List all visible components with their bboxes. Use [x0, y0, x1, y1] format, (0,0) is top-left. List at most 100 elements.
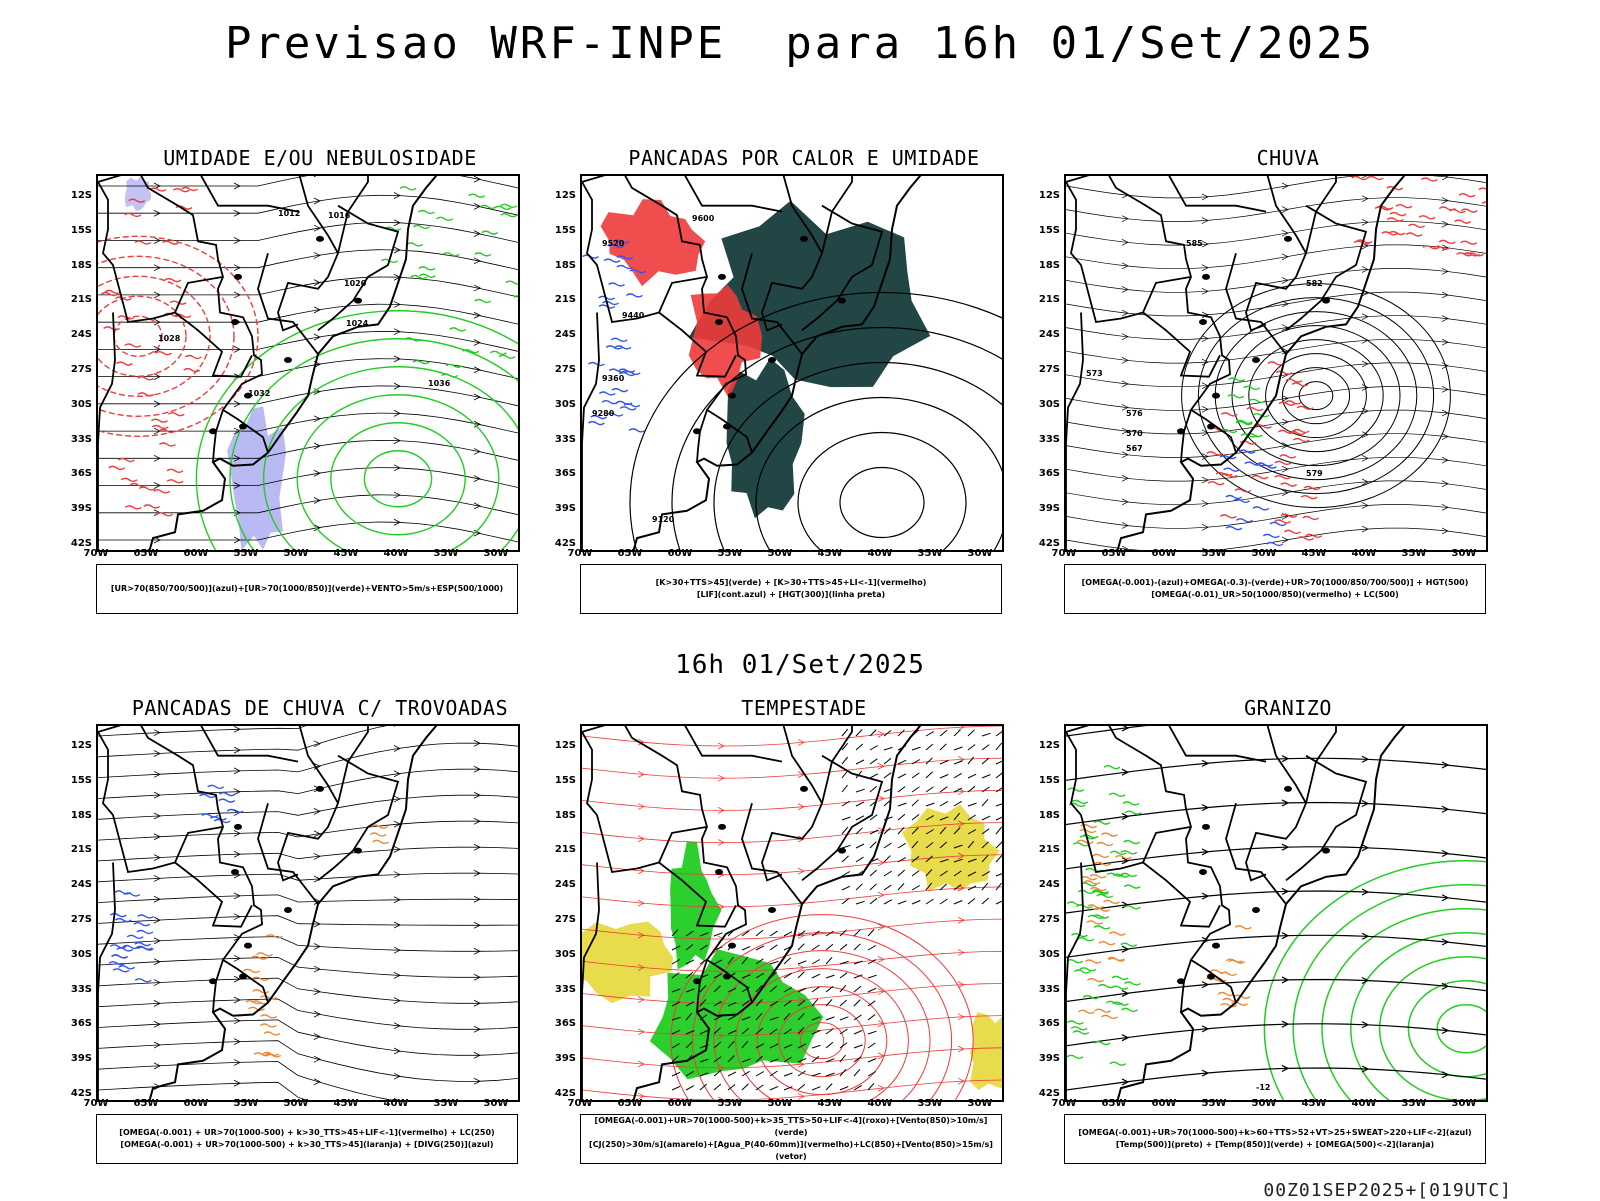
- omega-fill: [1267, 543, 1283, 546]
- wind-vector: [996, 900, 1002, 904]
- wind-vector: [898, 901, 906, 904]
- lon-tick-label: 60W: [176, 1098, 216, 1109]
- border-line: [1246, 176, 1306, 330]
- divergence-fill: [137, 931, 153, 934]
- lake-shape: [693, 428, 701, 434]
- lon-tick-label: 35W: [1394, 548, 1434, 559]
- temp850-squiggle: [1110, 851, 1126, 854]
- wind-vector: [840, 930, 847, 936]
- lat-tick-label: 24S: [60, 879, 92, 890]
- border-line: [98, 176, 268, 453]
- contour-label: -12: [1256, 1083, 1270, 1092]
- temp500-contour: [1066, 726, 1486, 736]
- wind-vector: [714, 933, 722, 936]
- wind-vector: [884, 758, 891, 764]
- humidity-squiggle: [475, 253, 491, 256]
- wind-vector: [996, 772, 1002, 778]
- thickness-squiggle: [144, 505, 160, 508]
- thickness-squiggle: [168, 413, 184, 416]
- border-line: [98, 726, 268, 1003]
- lat-tick-label: 15S: [1028, 775, 1060, 786]
- panel-legend: [OMEGA(-0.001)+UR>70(1000-500)+k>35_TTS>…: [580, 1114, 1002, 1164]
- lif-contour: [599, 392, 615, 395]
- thickness-squiggle: [157, 513, 173, 516]
- rain-fill: [1301, 496, 1317, 499]
- wind-vector: [868, 1043, 875, 1048]
- coastline: [148, 726, 448, 1100]
- divergence-fill: [208, 785, 224, 788]
- lon-tick-label: 50W: [760, 548, 800, 559]
- temp850-contour: [1351, 933, 1486, 1100]
- wind-vector: [996, 883, 1002, 890]
- storm-fill: [266, 935, 282, 938]
- lat-tick-label: 30S: [544, 949, 576, 960]
- wind-vector: [884, 871, 892, 876]
- panel-title: GRANIZO: [1028, 696, 1548, 720]
- lat-tick-label: 36S: [60, 468, 92, 479]
- lc250-streamline: [98, 726, 518, 736]
- omega500-fill: [1109, 932, 1125, 935]
- contour-label: 579: [1306, 469, 1323, 478]
- lon-tick-label: 70W: [1044, 548, 1084, 559]
- contour-label: 585: [1186, 239, 1203, 248]
- wind-streamline: [98, 250, 518, 270]
- lake-shape: [1177, 428, 1185, 434]
- omega-fill: [1226, 496, 1242, 499]
- wind-vector: [884, 900, 892, 904]
- lc250-streamline: [98, 726, 518, 757]
- contour-label: 576: [1126, 409, 1143, 418]
- map-tempestade: [580, 724, 1004, 1102]
- wind-vector: [840, 1017, 848, 1020]
- omega500-fill: [1235, 926, 1251, 929]
- wind-vector: [854, 1030, 862, 1034]
- wind-vector: [854, 944, 861, 950]
- omega500-fill: [1095, 1009, 1111, 1012]
- wind-vector: [996, 803, 1002, 806]
- temp500-contour: [1066, 980, 1486, 1002]
- lon-tick-label: 45W: [326, 548, 366, 559]
- wind-vector: [784, 1073, 793, 1076]
- humidity-squiggle: [480, 205, 496, 208]
- panel-legend: [UR>70(850/700/500)](azul)+[UR>70(1000/8…: [96, 564, 518, 614]
- thickness-squiggle: [119, 459, 135, 462]
- rain-fill: [1421, 178, 1437, 181]
- lat-tick-label: 36S: [544, 1018, 576, 1029]
- wind-vector: [884, 885, 892, 890]
- panel-title: CHUVA: [1028, 146, 1548, 170]
- wind-vector: [812, 945, 820, 950]
- lat-tick-label: 24S: [544, 329, 576, 340]
- lon-tick-label: 30W: [476, 1098, 516, 1109]
- temp850-squiggle: [1104, 766, 1120, 769]
- wind-vector: [840, 1055, 846, 1062]
- lake-shape: [728, 393, 736, 399]
- lon-tick-label: 35W: [426, 1098, 466, 1109]
- wind-vector: [912, 901, 920, 905]
- wind-vector: [798, 944, 804, 950]
- divergence-fill: [113, 969, 129, 972]
- divergence-fill: [110, 914, 126, 917]
- lat-tick-label: 15S: [544, 225, 576, 236]
- lake-shape: [1202, 824, 1210, 830]
- lake-shape: [239, 974, 247, 980]
- lon-tick-label: 35W: [426, 548, 466, 559]
- contour-label: 9120: [652, 515, 675, 524]
- lc250-streamline: [98, 916, 518, 926]
- lc500-streamline: [1066, 505, 1486, 529]
- temp500-contour: [1066, 758, 1486, 780]
- wind-streamline: [98, 304, 518, 324]
- lat-tick-label: 21S: [1028, 294, 1060, 305]
- wind-vector: [926, 772, 933, 778]
- lc850-streamline: [582, 790, 1002, 810]
- wind-vector: [982, 758, 989, 764]
- lake-shape: [244, 393, 252, 399]
- lon-tick-label: 40W: [1344, 1098, 1384, 1109]
- divergence-fill: [115, 919, 131, 922]
- main-title: Previsao WRF-INPE para 16h 01/Set/2025: [0, 18, 1600, 69]
- temp850-squiggle: [1073, 1031, 1089, 1034]
- wind-vector: [856, 802, 864, 806]
- temp850-squiggle: [1112, 976, 1128, 979]
